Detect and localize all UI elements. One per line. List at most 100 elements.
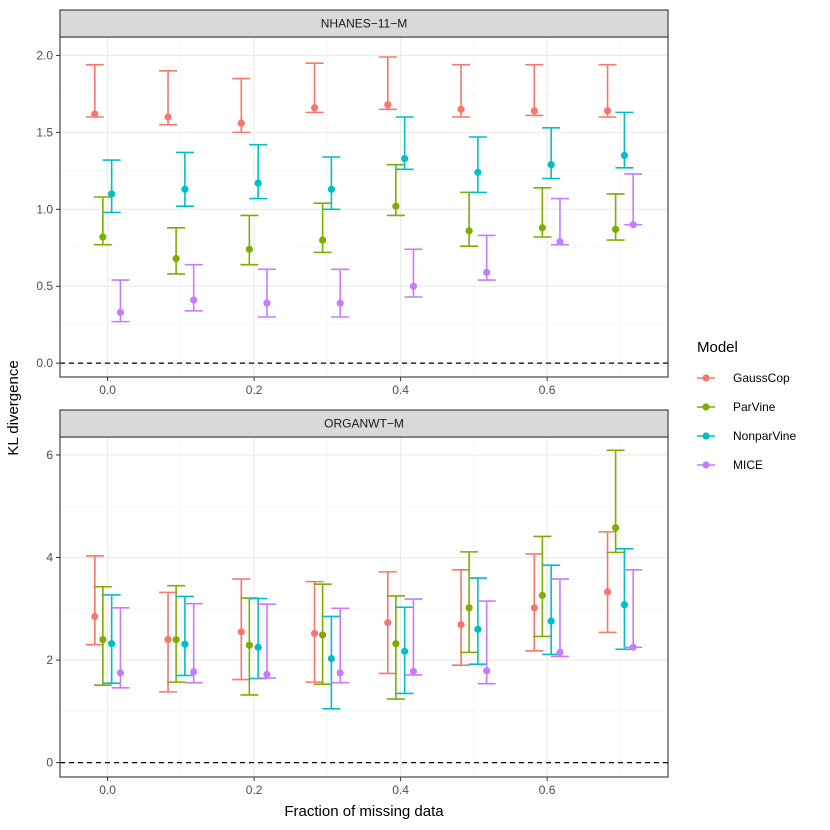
mean-point	[384, 619, 392, 627]
x-tick-label: 0.6	[539, 783, 556, 797]
mean-point	[620, 151, 629, 160]
legend-key-point	[702, 432, 710, 440]
x-tick-label: 0.6	[539, 383, 556, 397]
mean-point	[556, 648, 564, 656]
mean-point	[172, 254, 180, 263]
mean-point	[538, 591, 546, 600]
mean-point	[612, 225, 620, 233]
y-tick-label: 6	[46, 448, 53, 462]
mean-point	[474, 168, 482, 176]
mean-point	[190, 668, 198, 676]
legend: Model GaussCop ParVine NonparVine MICE	[697, 339, 796, 472]
x-tick-label: 0.0	[99, 383, 116, 397]
series-parvine	[93, 163, 625, 275]
series-nonparvine	[102, 547, 634, 710]
facet-strip	[59, 9, 669, 38]
mean-point	[409, 667, 418, 675]
y-tick-label: 0.5	[36, 279, 53, 293]
legend-title: Model	[697, 339, 738, 356]
mean-point	[91, 110, 99, 118]
mean-point	[116, 308, 125, 316]
mean-point	[336, 669, 344, 677]
mean-point	[263, 299, 271, 307]
legend-entry-nonparvine: NonparVine	[697, 429, 796, 443]
series-gausscop	[85, 531, 617, 693]
legend-key-point	[702, 374, 710, 382]
mean-point	[457, 621, 465, 629]
x-tick-label: 0.2	[246, 383, 263, 397]
plot-background	[60, 37, 668, 377]
series-mice	[111, 173, 643, 323]
mean-point	[547, 161, 555, 169]
mean-point	[384, 101, 392, 109]
legend-label: NonparVine	[733, 429, 796, 443]
mean-point	[547, 617, 555, 625]
legend-entry-mice: MICE	[697, 458, 763, 472]
x-tick-label: 0.4	[392, 383, 409, 397]
mean-point	[254, 179, 262, 187]
mean-point	[310, 104, 319, 112]
mean-point	[629, 643, 637, 651]
mean-point	[530, 604, 538, 612]
plot-background	[60, 437, 668, 777]
mean-point	[474, 625, 482, 633]
mean-point	[392, 202, 400, 210]
facet-title: NHANES−11−M	[321, 17, 407, 31]
series-gausscop	[85, 56, 617, 134]
mean-point	[245, 641, 253, 649]
mean-point	[263, 670, 271, 679]
y-tick-label: 1.0	[36, 202, 53, 216]
panel-1: NHANES−11−M 0.0 0.5 1.0 1.5 2.0 0.0 0.2 0.4 0.6	[36, 9, 669, 397]
y-tick-label: 0.0	[36, 356, 53, 370]
mean-point	[629, 221, 637, 229]
mean-point	[237, 119, 245, 127]
mean-point	[603, 107, 612, 115]
mean-point	[401, 154, 409, 163]
mean-point	[190, 296, 198, 304]
x-tick-label: 0.2	[246, 783, 263, 797]
mean-point	[483, 667, 491, 675]
mean-point	[457, 105, 465, 113]
mean-point	[319, 631, 327, 639]
mean-point	[172, 635, 180, 644]
mean-point	[254, 643, 262, 651]
legend-label: GaussCop	[733, 371, 790, 385]
legend-entry-parvine: ParVine	[697, 400, 776, 414]
mean-point	[99, 635, 107, 644]
y-tick-label: 0	[46, 756, 53, 770]
mean-point	[538, 224, 546, 232]
mean-point	[245, 245, 253, 253]
y-axis-title: KL divergence	[5, 360, 22, 455]
mean-point	[327, 185, 336, 193]
mean-point	[164, 635, 172, 644]
x-tick-label: 0.4	[392, 783, 409, 797]
mean-point	[409, 282, 418, 290]
x-axis-title: Fraction of missing data	[284, 803, 444, 820]
legend-entry-gausscop: GaussCop	[697, 371, 790, 385]
legend-label: ParVine	[733, 400, 776, 414]
mean-point	[556, 238, 564, 246]
facet-strip	[59, 409, 669, 438]
panel-2: ORGANWT−M 0 2 4 6 0.0 0.2 0.4 0.6	[46, 409, 669, 797]
mean-point	[401, 647, 409, 655]
mean-point	[181, 185, 189, 193]
facet-title: ORGANWT−M	[324, 417, 404, 431]
mean-point	[465, 227, 473, 235]
mean-point	[99, 233, 107, 241]
mean-point	[116, 669, 125, 677]
mean-point	[181, 640, 189, 648]
mean-point	[392, 640, 400, 648]
mean-point	[310, 629, 319, 638]
mean-point	[612, 524, 620, 532]
mean-point	[164, 113, 172, 121]
mean-point	[603, 588, 612, 596]
series-mice	[111, 569, 643, 689]
mean-point	[108, 190, 116, 198]
mean-point	[483, 268, 491, 276]
panels: NHANES−11−M0.00.51.01.52.00.0 0.2 0.4 0.6OR…	[36, 9, 669, 797]
series-nonparvine	[102, 111, 634, 214]
mean-point	[327, 654, 336, 663]
mean-point	[620, 601, 629, 609]
legend-label: MICE	[733, 458, 763, 472]
